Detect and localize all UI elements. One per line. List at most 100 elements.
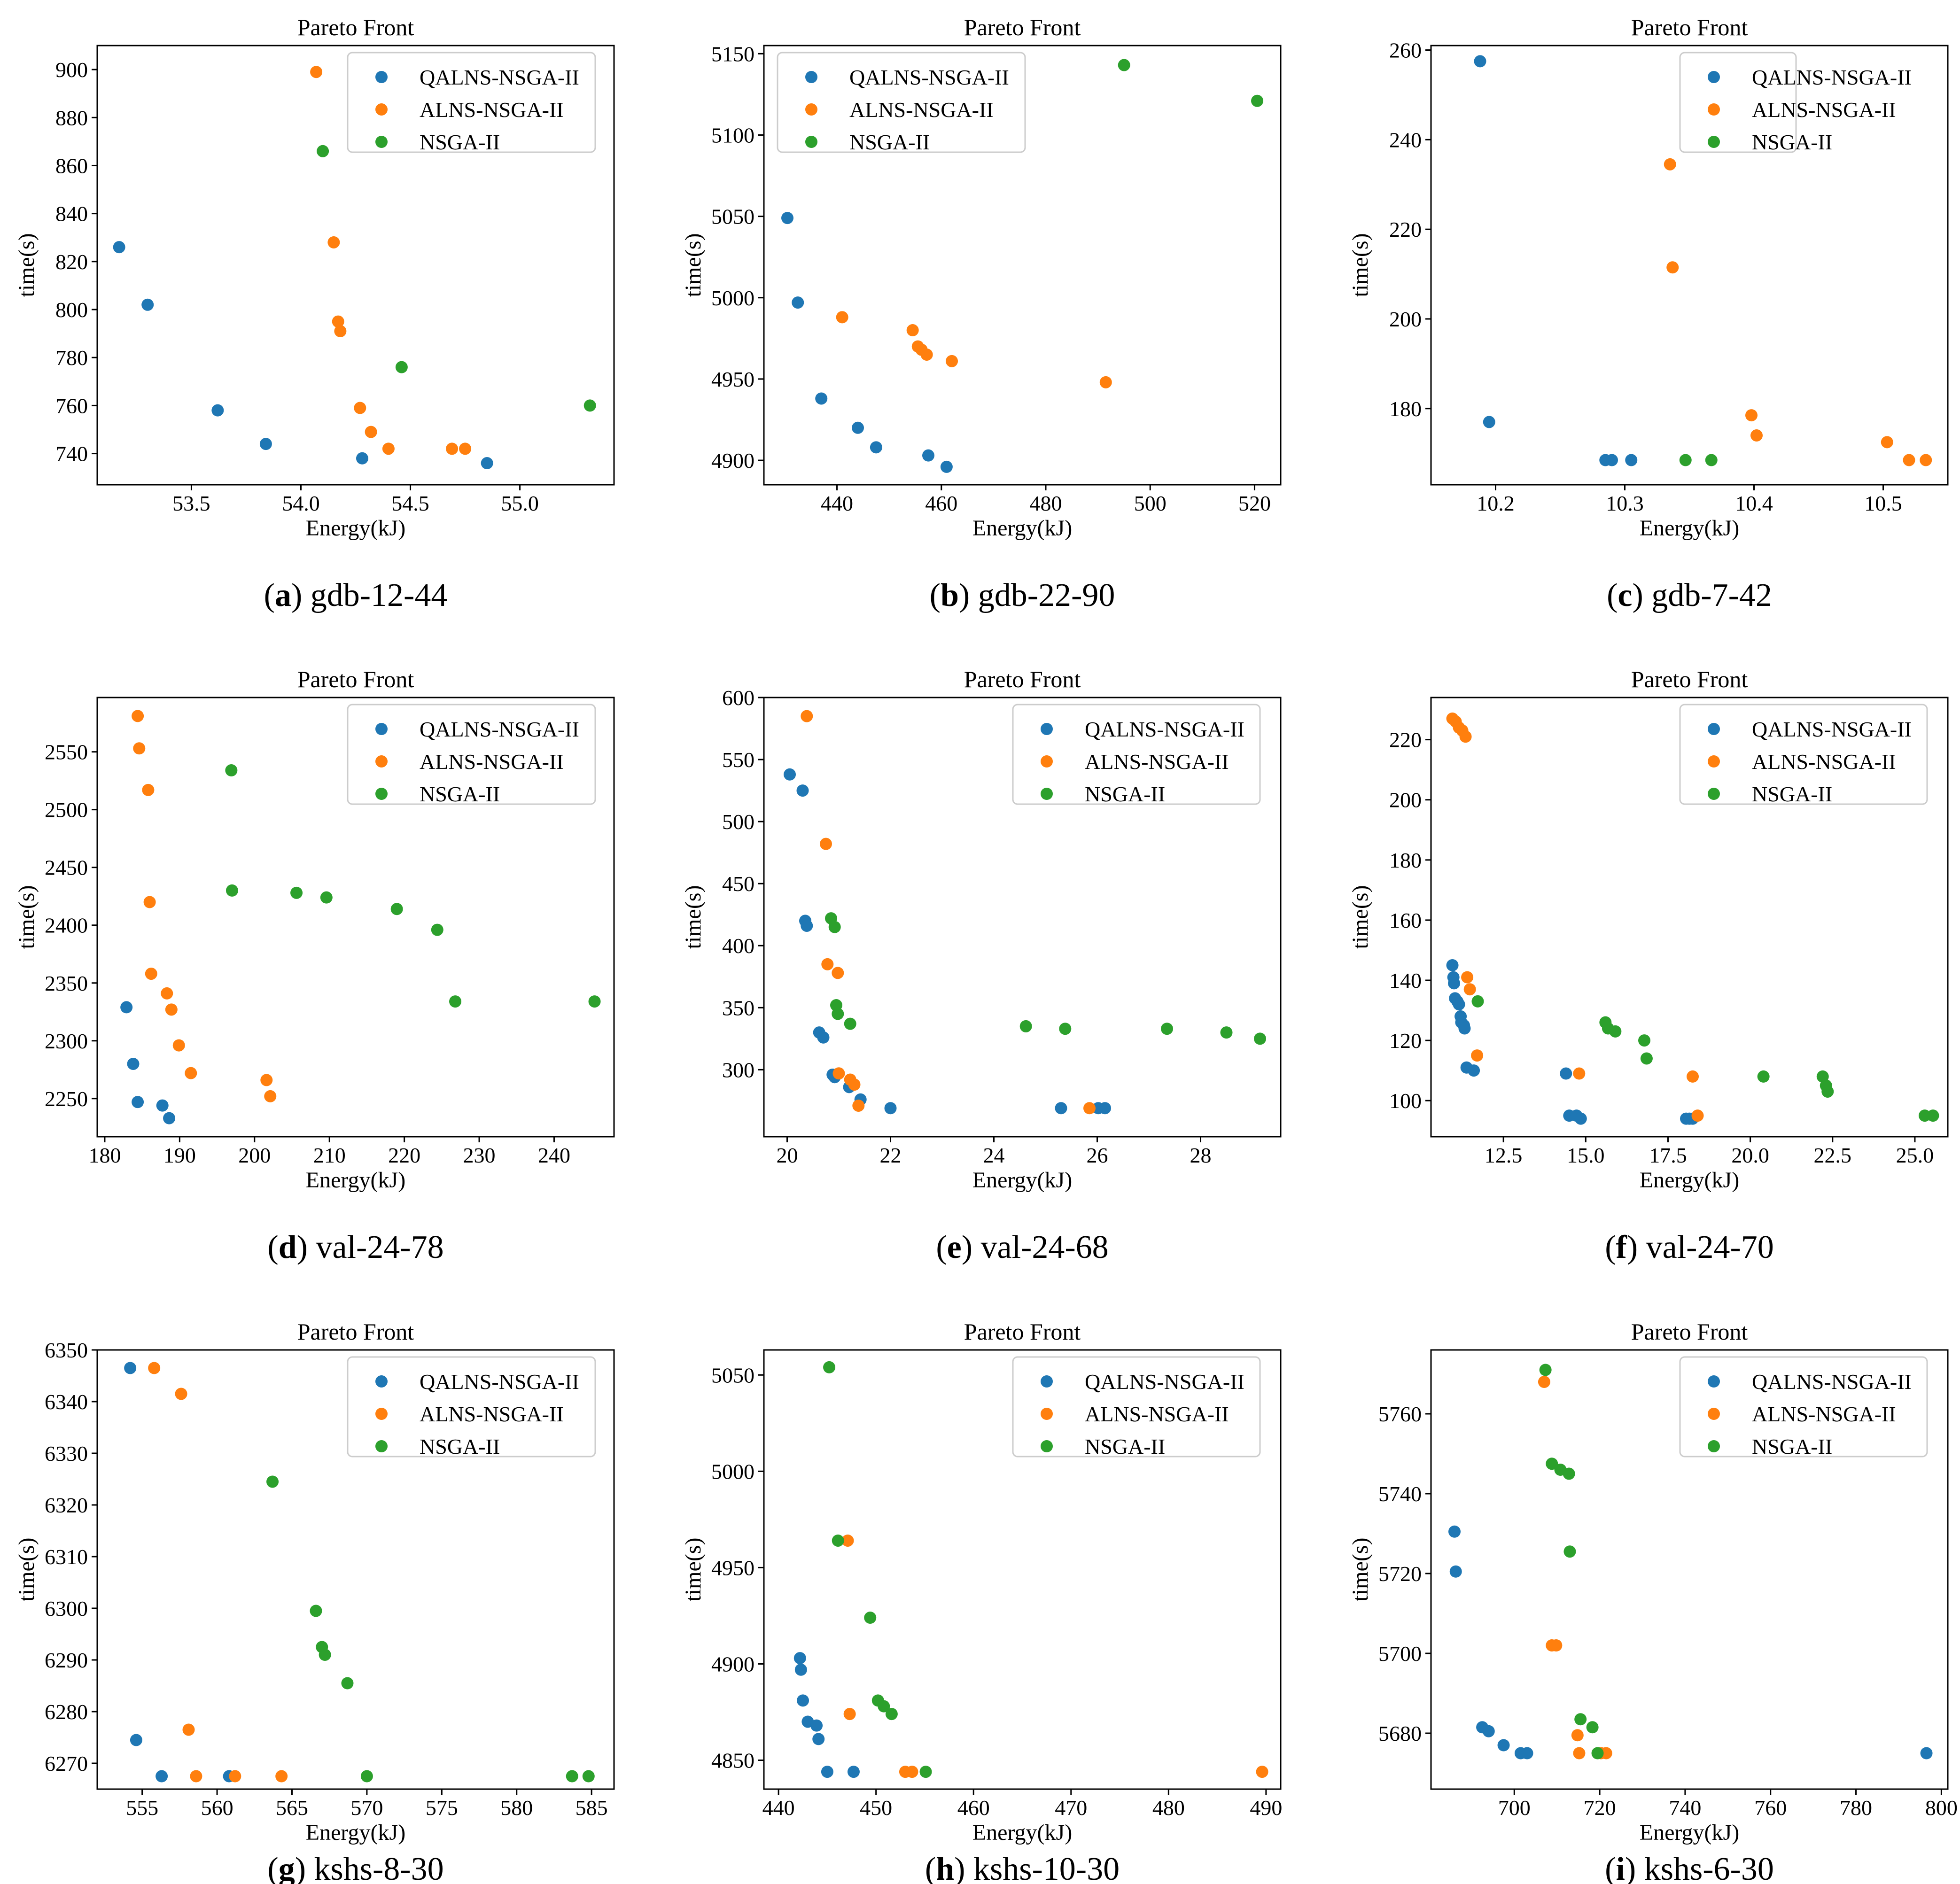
x-tick-label: 54.5 (391, 491, 429, 515)
y-tick-label: 5680 (1378, 1721, 1422, 1745)
caption-letter: g (279, 1851, 295, 1884)
data-point (1463, 983, 1476, 996)
legend-marker (1708, 103, 1720, 116)
data-point (1625, 454, 1638, 466)
caption-letter: i (1616, 1851, 1625, 1884)
data-point (332, 315, 344, 328)
legend-marker (375, 1375, 388, 1388)
data-point (163, 1112, 176, 1124)
data-point (1256, 1766, 1268, 1778)
data-point (382, 442, 395, 455)
legend-marker (1041, 723, 1053, 735)
data-point (1546, 1458, 1558, 1470)
y-axis-label: time(s) (14, 233, 39, 297)
data-point (1927, 1109, 1939, 1122)
data-point (327, 236, 340, 248)
x-axis-label: Energy(kJ) (972, 1168, 1072, 1193)
data-point (1539, 1364, 1552, 1376)
caption-letter: e (947, 1229, 962, 1265)
plot-area-frame (763, 45, 1282, 486)
data-point (1118, 59, 1130, 71)
panel-title: Pareto Front (297, 666, 414, 692)
legend: QALNS-NSGA-II ALNS-NSGA-II NSGA-II (777, 52, 1026, 154)
legend-marker (375, 788, 388, 800)
legend-marker (1708, 71, 1720, 83)
y-tick-label: 900 (55, 58, 88, 82)
y-tick-label: 2450 (45, 856, 88, 880)
legend-marker (375, 755, 388, 768)
legend-label: NSGA-II (1752, 130, 1832, 154)
data-point (852, 421, 864, 434)
caption-name: kshs-6-30 (1644, 1851, 1774, 1884)
legend: QALNS-NSGA-II ALNS-NSGA-II NSGA-II (1012, 1356, 1261, 1458)
x-tick-label: 220 (388, 1143, 420, 1167)
y-tick-label: 5720 (1378, 1562, 1422, 1586)
x-tick-label: 565 (276, 1796, 308, 1820)
data-point (334, 325, 347, 338)
data-point (583, 399, 596, 412)
data-point (794, 1663, 807, 1676)
data-point (120, 1001, 133, 1014)
caption-letter: c (1618, 577, 1632, 613)
legend-label: ALNS-NSGA-II (420, 1402, 564, 1426)
data-point (130, 1734, 142, 1746)
series-ALNS-NSGA-II (836, 311, 1112, 388)
plot-area-frame (1430, 1349, 1949, 1790)
data-point (127, 1057, 140, 1070)
legend-marker (1041, 788, 1053, 800)
y-tick-label: 300 (722, 1058, 754, 1082)
data-point (1903, 454, 1915, 466)
x-axis-label: Energy(kJ) (1640, 1168, 1739, 1193)
data-point (1574, 1112, 1587, 1125)
data-point (1099, 1102, 1111, 1115)
y-tick-label: 5050 (711, 1363, 754, 1387)
y-tick-label: 6270 (45, 1752, 88, 1775)
y-tick-label: 5150 (711, 42, 754, 66)
legend-box (1679, 704, 1928, 805)
data-point (922, 449, 934, 462)
panel-d: Pareto Front 180 190 200 210 220 230 240 2250 230… (14, 666, 615, 1265)
x-tick-label: 20.0 (1731, 1143, 1769, 1167)
data-point (175, 1388, 187, 1400)
data-point (836, 311, 848, 324)
x-tick-label: 460 (957, 1796, 990, 1820)
data-point (1679, 454, 1692, 466)
data-point (1019, 1020, 1032, 1032)
data-point (1573, 1747, 1586, 1760)
data-point (793, 1652, 806, 1665)
subfigure-caption: (c) gdb-7-42 (1607, 577, 1772, 613)
y-tick-label: 5700 (1378, 1642, 1422, 1666)
legend-marker (375, 71, 388, 83)
data-point (812, 1733, 825, 1745)
y-tick-label: 2400 (45, 914, 88, 938)
data-point (801, 919, 813, 932)
plot-area-frame (1430, 45, 1949, 486)
data-point (320, 891, 333, 904)
subfigure-caption: (i) kshs-6-30 (1605, 1851, 1774, 1884)
panel-c: Pareto Front 10.2 10.3 10.4 10.5 180 200 220 240… (1348, 14, 1949, 613)
data-point (810, 1719, 823, 1732)
subfigure-caption: (f) val-24-70 (1605, 1229, 1774, 1265)
y-tick-label: 5740 (1378, 1482, 1422, 1506)
data-point (946, 355, 958, 367)
x-tick-label: 570 (350, 1796, 383, 1820)
y-axis-label: time(s) (14, 885, 39, 949)
y-tick-label: 4900 (711, 449, 754, 473)
data-point (310, 1605, 322, 1617)
x-tick-label: 10.2 (1477, 491, 1515, 515)
x-tick-label: 25.0 (1896, 1143, 1934, 1167)
x-tick-label: 240 (538, 1143, 570, 1167)
data-point (395, 361, 408, 373)
x-tick-label: 720 (1584, 1796, 1616, 1820)
caption-name: val-24-68 (981, 1229, 1109, 1265)
data-point (1745, 409, 1758, 422)
y-tick-label: 180 (1389, 848, 1422, 872)
legend-marker (805, 71, 817, 83)
data-point (143, 896, 156, 908)
x-tick-label: 180 (88, 1143, 121, 1167)
data-point (1449, 1565, 1462, 1578)
caption-letter: b (941, 577, 959, 613)
x-tick-label: 575 (426, 1796, 458, 1820)
panel-title: Pareto Front (964, 1318, 1081, 1345)
data-point (1750, 429, 1763, 442)
